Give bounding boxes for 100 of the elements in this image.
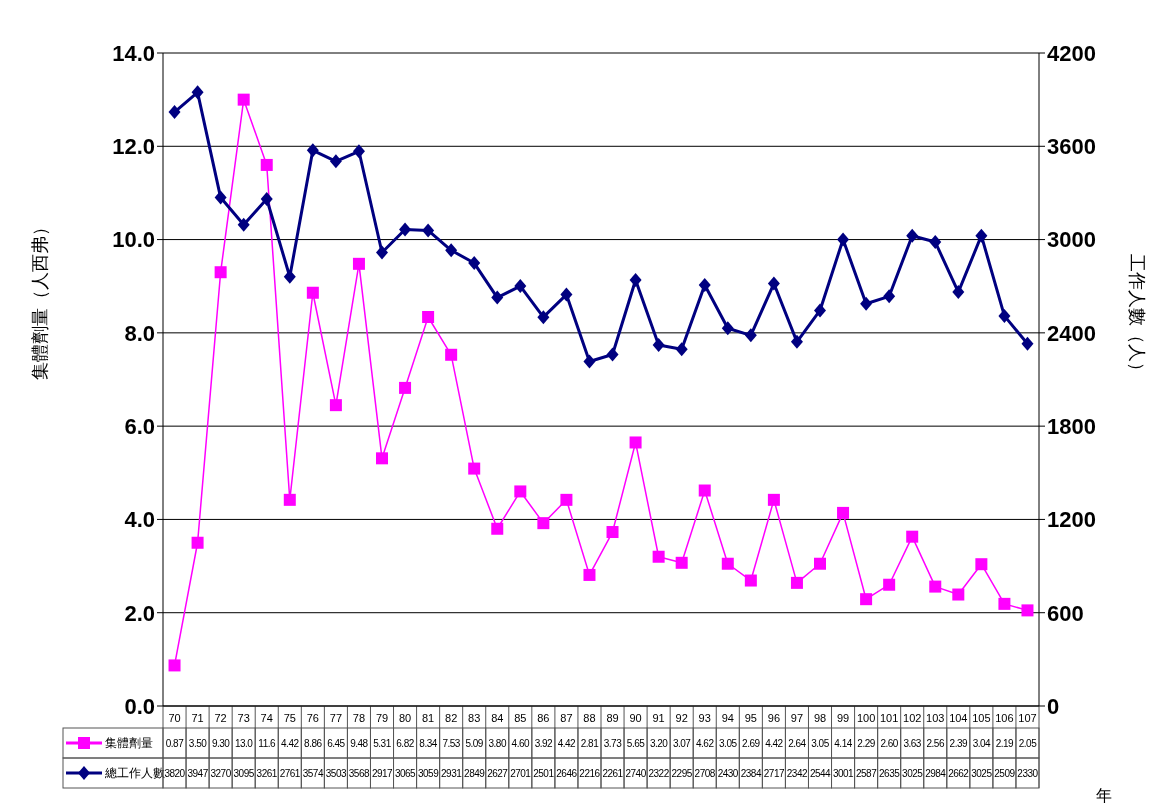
data-label: 2.39: [949, 738, 968, 749]
point: [445, 348, 458, 361]
point: [790, 576, 803, 589]
y2-tick-label: 0: [1047, 693, 1060, 719]
x-tick-label: 83: [468, 711, 481, 724]
point: [560, 493, 573, 506]
data-label: 3.20: [649, 738, 669, 749]
data-label: 2984: [925, 768, 947, 779]
y-tick-label: 8.0: [124, 320, 155, 346]
data-label: 5.09: [465, 738, 484, 749]
data-label: 3065: [394, 768, 417, 779]
point: [352, 144, 365, 159]
data-label: 2.29: [857, 738, 876, 749]
data-label: 6.45: [327, 738, 346, 749]
data-label: 7.53: [442, 738, 461, 749]
point: [283, 493, 296, 506]
x-tick-label: 90: [629, 711, 642, 724]
point: [514, 485, 527, 498]
point: [629, 273, 642, 287]
data-label: 4.42: [765, 738, 784, 749]
x-tick-label: 100: [856, 711, 876, 724]
y-tick-label: 14.0: [112, 40, 155, 66]
point: [399, 222, 412, 237]
point: [214, 266, 227, 279]
point: [1021, 336, 1034, 351]
x-tick-label: 85: [514, 711, 527, 724]
data-label: 4.14: [834, 738, 853, 749]
point: [975, 228, 988, 243]
point: [929, 235, 942, 250]
x-tick-label: 92: [675, 711, 688, 724]
data-label: 3059: [417, 768, 440, 779]
y2-tick-label: 4200: [1047, 40, 1096, 66]
x-tick-label: 105: [972, 711, 991, 724]
point: [837, 232, 850, 247]
data-label: 4.60: [511, 738, 530, 749]
x-tick-label: 78: [352, 711, 366, 724]
x-tick-label: 107: [1018, 711, 1037, 724]
x-tick-label: 76: [306, 711, 319, 724]
data-label: 5.31: [373, 738, 392, 749]
point: [860, 593, 873, 606]
y2-tick-label: 3000: [1047, 227, 1096, 253]
point: [422, 223, 435, 238]
x-tick-label: 82: [445, 711, 458, 724]
point: [860, 296, 873, 311]
data-label: 13.0: [234, 738, 254, 749]
point: [744, 574, 757, 587]
x-tick-label: 97: [790, 711, 804, 724]
data-label: 4.42: [557, 738, 577, 749]
data-label: 9.48: [350, 738, 369, 749]
data-label: 2627: [487, 768, 509, 779]
x-tick-label: 72: [214, 711, 227, 724]
point: [422, 311, 435, 323]
point: [929, 580, 942, 593]
data-label: 2261: [602, 768, 624, 779]
data-label: 2635: [879, 768, 901, 779]
x-tick-label: 77: [329, 711, 343, 724]
data-label: 8.34: [419, 738, 438, 749]
x-tick-label: 98: [813, 711, 827, 724]
point: [376, 452, 388, 465]
data-label: 8.86: [304, 738, 323, 749]
data-label: 3.80: [488, 738, 507, 749]
point: [329, 154, 342, 169]
y2-tick-label: 3600: [1047, 134, 1096, 160]
point: [237, 217, 250, 232]
data-label: 2717: [763, 768, 785, 779]
data-label: 2646: [556, 768, 578, 779]
point: [906, 228, 919, 243]
data-label: 2295: [671, 768, 693, 779]
x-tick-label: 79: [375, 711, 389, 724]
data-label: 2740: [625, 768, 647, 779]
x-tick-label: 99: [836, 711, 850, 724]
data-label: 3568: [348, 768, 371, 779]
point: [998, 597, 1011, 610]
y2-axis-title: 工作人數（人）: [1126, 253, 1147, 380]
x-tick-label: 102: [903, 711, 922, 724]
data-label: 2662: [948, 768, 970, 779]
point: [537, 310, 550, 325]
point: [537, 517, 550, 530]
x-tick-label: 81: [421, 711, 435, 724]
x-tick-label: 101: [879, 711, 899, 724]
x-tick-label: 70: [168, 711, 181, 724]
data-label: 3.92: [534, 738, 554, 749]
data-label: 2.60: [880, 738, 899, 749]
point: [767, 493, 780, 506]
y-tick-label: 4.0: [124, 507, 155, 533]
point: [399, 381, 412, 394]
point: [352, 257, 365, 270]
data-label: 2917: [371, 768, 394, 779]
point: [191, 536, 204, 549]
point: [675, 342, 688, 357]
legend-label: 集體劑量: [105, 736, 153, 750]
point: [814, 303, 826, 318]
y-tick-label: 0.0: [124, 693, 155, 719]
data-label: 9.30: [211, 738, 231, 749]
data-label: 2.56: [926, 738, 945, 749]
data-label: 2384: [740, 768, 762, 779]
data-label: 3270: [210, 768, 232, 779]
point: [329, 399, 342, 412]
x-tick-label: 94: [721, 711, 734, 724]
x-tick-label: 73: [237, 711, 250, 724]
